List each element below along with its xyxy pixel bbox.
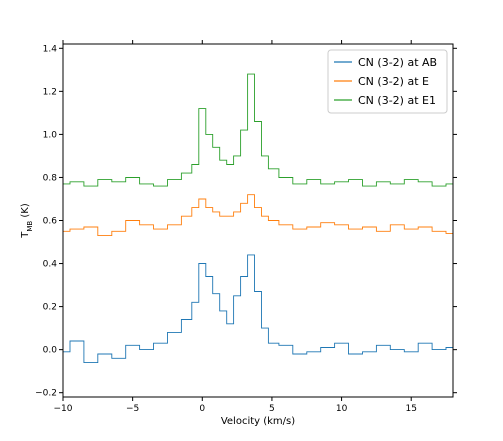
legend-label: CN (3-2) at AB <box>358 56 437 69</box>
y-tick-label: 1.0 <box>43 130 58 140</box>
y-tick-label: 0.0 <box>43 346 58 356</box>
ticks-layer: −10 −5 0 5 10 15 −0.2 0.0 0.2 0.4 0.6 0.8 1.0 1.2 1.4 <box>35 40 457 414</box>
x-axis-label: Velocity (km/s) <box>221 416 295 427</box>
series-line-3 <box>63 73 453 187</box>
x-tick-label: −10 <box>54 404 73 414</box>
y-tick-label: −0.2 <box>35 389 57 399</box>
y-axis-label-unit: (K) <box>20 203 31 221</box>
y-tick-label: 0.4 <box>43 260 58 270</box>
legend-box <box>327 49 448 114</box>
y-tick-label: 0.8 <box>43 173 58 183</box>
y-tick-label: 1.2 <box>43 87 57 97</box>
y-axis-label: TMB (K) <box>20 203 34 239</box>
x-tick-label: −5 <box>126 404 139 414</box>
x-tick-label: 0 <box>199 404 205 414</box>
series-layer <box>63 73 453 364</box>
x-tick-label: 15 <box>405 404 416 414</box>
legend-label: CN (3-2) at E <box>358 75 429 88</box>
series-line-2 <box>63 194 453 237</box>
x-tick-label: 5 <box>269 404 275 414</box>
y-tick-label: 0.6 <box>43 217 58 227</box>
x-tick-label: 10 <box>336 404 348 414</box>
y-tick-label: 1.4 <box>43 44 58 54</box>
legend: CN (3-2) at AB CN (3-2) at E CN (3-2) at E… <box>327 49 448 114</box>
series-line-1 <box>63 254 453 364</box>
y-tick-label: 0.2 <box>43 303 57 313</box>
y-axis-label-main: T <box>20 231 31 239</box>
y-axis-label-subscript: MB <box>26 221 34 232</box>
legend-label: CN (3-2) at E1 <box>358 94 436 107</box>
